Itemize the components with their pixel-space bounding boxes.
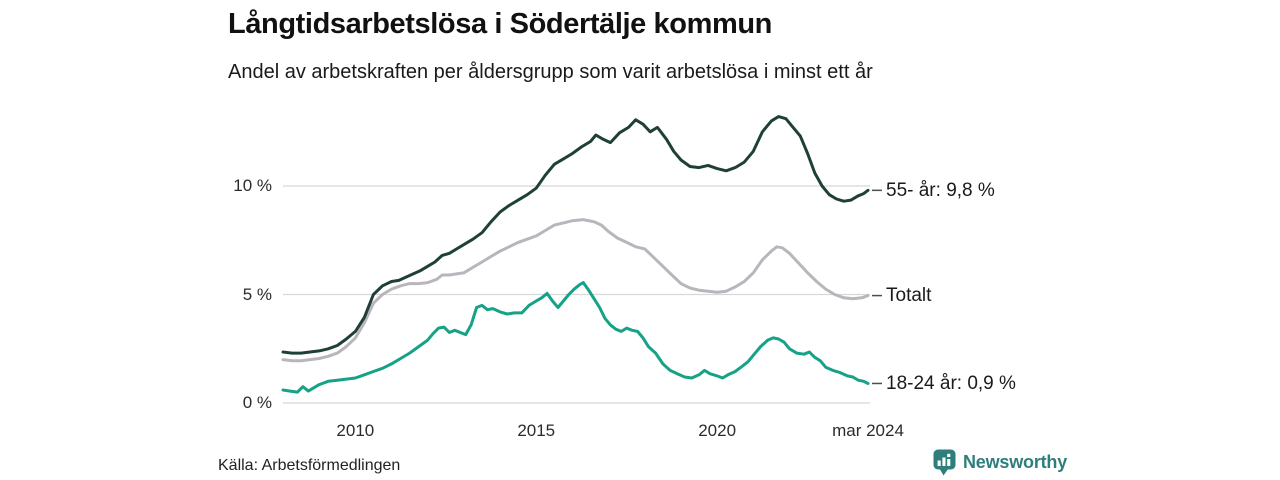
- chart-title: Långtidsarbetslösa i Södertälje kommun: [228, 8, 772, 40]
- series-end-label: 18-24 år: 0,9 %: [886, 372, 1016, 394]
- chart-subtitle: Andel av arbetskraften per åldersgrupp s…: [228, 61, 873, 83]
- x-axis-tick-label: mar 2024: [832, 421, 904, 440]
- brand-name: Newsworthy: [963, 452, 1068, 472]
- x-axis-tick-label: 2015: [517, 421, 556, 440]
- x-axis-tick-label: 2020: [698, 421, 737, 440]
- series-line-totalt: [281, 218, 870, 363]
- series-end-label: 55- år: 9,8 %: [886, 179, 995, 201]
- series-end-label: Totalt: [886, 285, 932, 307]
- x-axis-tick-label: 2010: [336, 421, 375, 440]
- y-axis-tick-label: 5 %: [242, 284, 272, 304]
- source-credit: Källa: Arbetsförmedlingen: [218, 457, 401, 474]
- newsworthy-bars-bubble-icon: [933, 449, 956, 476]
- series-line-18-24-r: [281, 281, 870, 394]
- y-axis-tick-label: 0 %: [242, 393, 272, 412]
- y-axis-tick-label: 10 %: [233, 176, 272, 195]
- series-line-55-r: [281, 115, 870, 355]
- newsworthy-logo: Newsworthy: [933, 449, 1067, 476]
